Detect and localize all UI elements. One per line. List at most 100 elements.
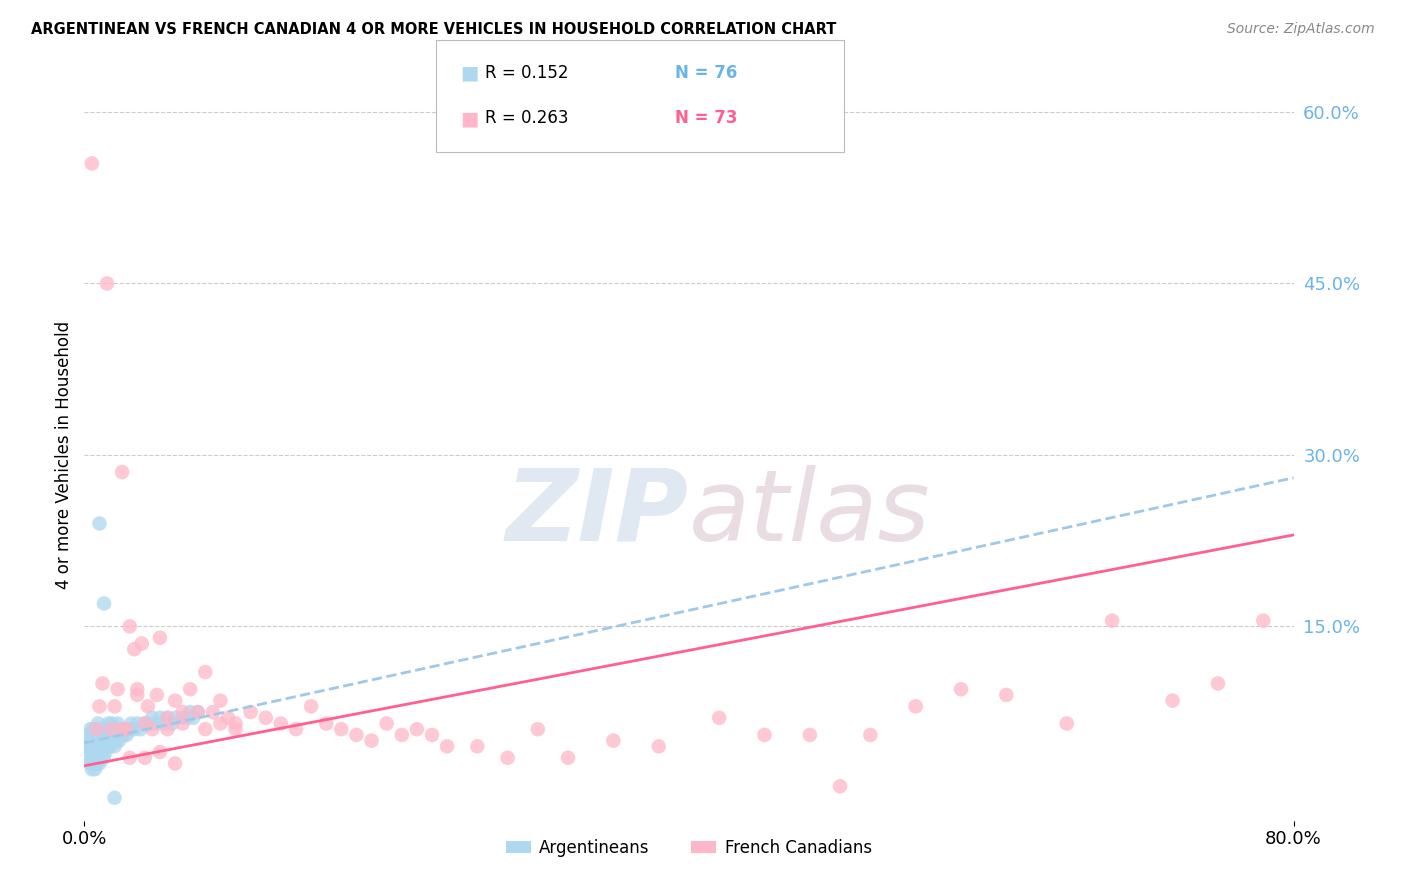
Argentineans <box>79 756 101 771</box>
Text: ■: ■ <box>460 109 478 128</box>
French Canadians <box>91 676 114 690</box>
French Canadians <box>156 711 179 725</box>
French Canadians <box>346 728 368 742</box>
Argentineans <box>118 723 141 737</box>
French Canadians <box>225 723 247 737</box>
French Canadians <box>100 723 122 737</box>
French Canadians <box>86 723 108 737</box>
Argentineans <box>91 728 114 742</box>
Argentineans <box>89 739 111 754</box>
French Canadians <box>950 682 973 697</box>
French Canadians <box>330 723 353 737</box>
Text: Source: ZipAtlas.com: Source: ZipAtlas.com <box>1227 22 1375 37</box>
French Canadians <box>1206 676 1229 690</box>
Argentineans <box>152 716 174 731</box>
French Canadians <box>134 716 156 731</box>
French Canadians <box>179 682 201 697</box>
Text: R = 0.152: R = 0.152 <box>485 64 568 82</box>
French Canadians <box>194 665 217 679</box>
Argentineans <box>77 751 100 765</box>
French Canadians <box>118 619 141 633</box>
Argentineans <box>160 716 183 731</box>
Argentineans <box>94 728 117 742</box>
Argentineans <box>107 716 129 731</box>
Argentineans <box>91 745 114 759</box>
French Canadians <box>89 699 111 714</box>
Argentineans <box>187 705 209 719</box>
Text: ■: ■ <box>460 64 478 83</box>
French Canadians <box>254 711 277 725</box>
French Canadians <box>799 728 821 742</box>
French Canadians <box>111 723 134 737</box>
French Canadians <box>270 716 292 731</box>
Text: N = 76: N = 76 <box>675 64 737 82</box>
Argentineans <box>104 723 127 737</box>
French Canadians <box>165 693 187 707</box>
Argentineans <box>96 739 118 754</box>
Argentineans <box>141 711 163 725</box>
French Canadians <box>80 156 103 170</box>
French Canadians <box>299 699 322 714</box>
Argentineans <box>82 756 104 771</box>
Argentineans <box>80 728 103 742</box>
Argentineans <box>93 751 115 765</box>
Argentineans <box>86 739 108 754</box>
Argentineans <box>110 728 132 742</box>
French Canadians <box>1161 693 1184 707</box>
Argentineans <box>87 733 110 747</box>
Argentineans <box>114 723 136 737</box>
French Canadians <box>96 277 118 291</box>
French Canadians <box>209 716 232 731</box>
Argentineans <box>129 723 152 737</box>
Argentineans <box>149 711 172 725</box>
Argentineans <box>80 745 103 759</box>
Argentineans <box>156 711 179 725</box>
Argentineans <box>98 723 121 737</box>
Argentineans <box>145 716 167 731</box>
French Canadians <box>496 751 519 765</box>
French Canadians <box>375 716 398 731</box>
Argentineans <box>84 762 107 776</box>
Argentineans <box>97 733 120 747</box>
Argentineans <box>104 790 127 805</box>
French Canadians <box>467 739 489 754</box>
French Canadians <box>995 688 1018 702</box>
Argentineans <box>89 723 111 737</box>
Argentineans <box>100 733 122 747</box>
Argentineans <box>86 723 108 737</box>
French Canadians <box>201 705 224 719</box>
French Canadians <box>141 723 163 737</box>
Text: R = 0.263: R = 0.263 <box>485 110 568 128</box>
French Canadians <box>1056 716 1078 731</box>
French Canadians <box>754 728 776 742</box>
French Canadians <box>420 728 443 742</box>
French Canadians <box>127 688 149 702</box>
French Canadians <box>1253 614 1275 628</box>
Argentineans <box>94 745 117 759</box>
French Canadians <box>172 705 194 719</box>
Argentineans <box>96 723 118 737</box>
Argentineans <box>87 751 110 765</box>
French Canadians <box>172 716 194 731</box>
French Canadians <box>149 631 172 645</box>
Argentineans <box>93 597 115 611</box>
Text: ZIP: ZIP <box>506 465 689 562</box>
French Canadians <box>104 699 127 714</box>
Argentineans <box>89 756 111 771</box>
French Canadians <box>134 751 156 765</box>
French Canadians <box>194 723 217 737</box>
French Canadians <box>118 751 141 765</box>
French Canadians <box>602 733 624 747</box>
Argentineans <box>120 716 142 731</box>
French Canadians <box>127 682 149 697</box>
French Canadians <box>131 636 153 650</box>
Argentineans <box>79 723 101 737</box>
Argentineans <box>82 739 104 754</box>
French Canadians <box>187 705 209 719</box>
French Canadians <box>156 723 179 737</box>
Argentineans <box>101 728 124 742</box>
Text: atlas: atlas <box>689 465 931 562</box>
Argentineans <box>93 733 115 747</box>
French Canadians <box>315 716 337 731</box>
Argentineans <box>90 733 112 747</box>
